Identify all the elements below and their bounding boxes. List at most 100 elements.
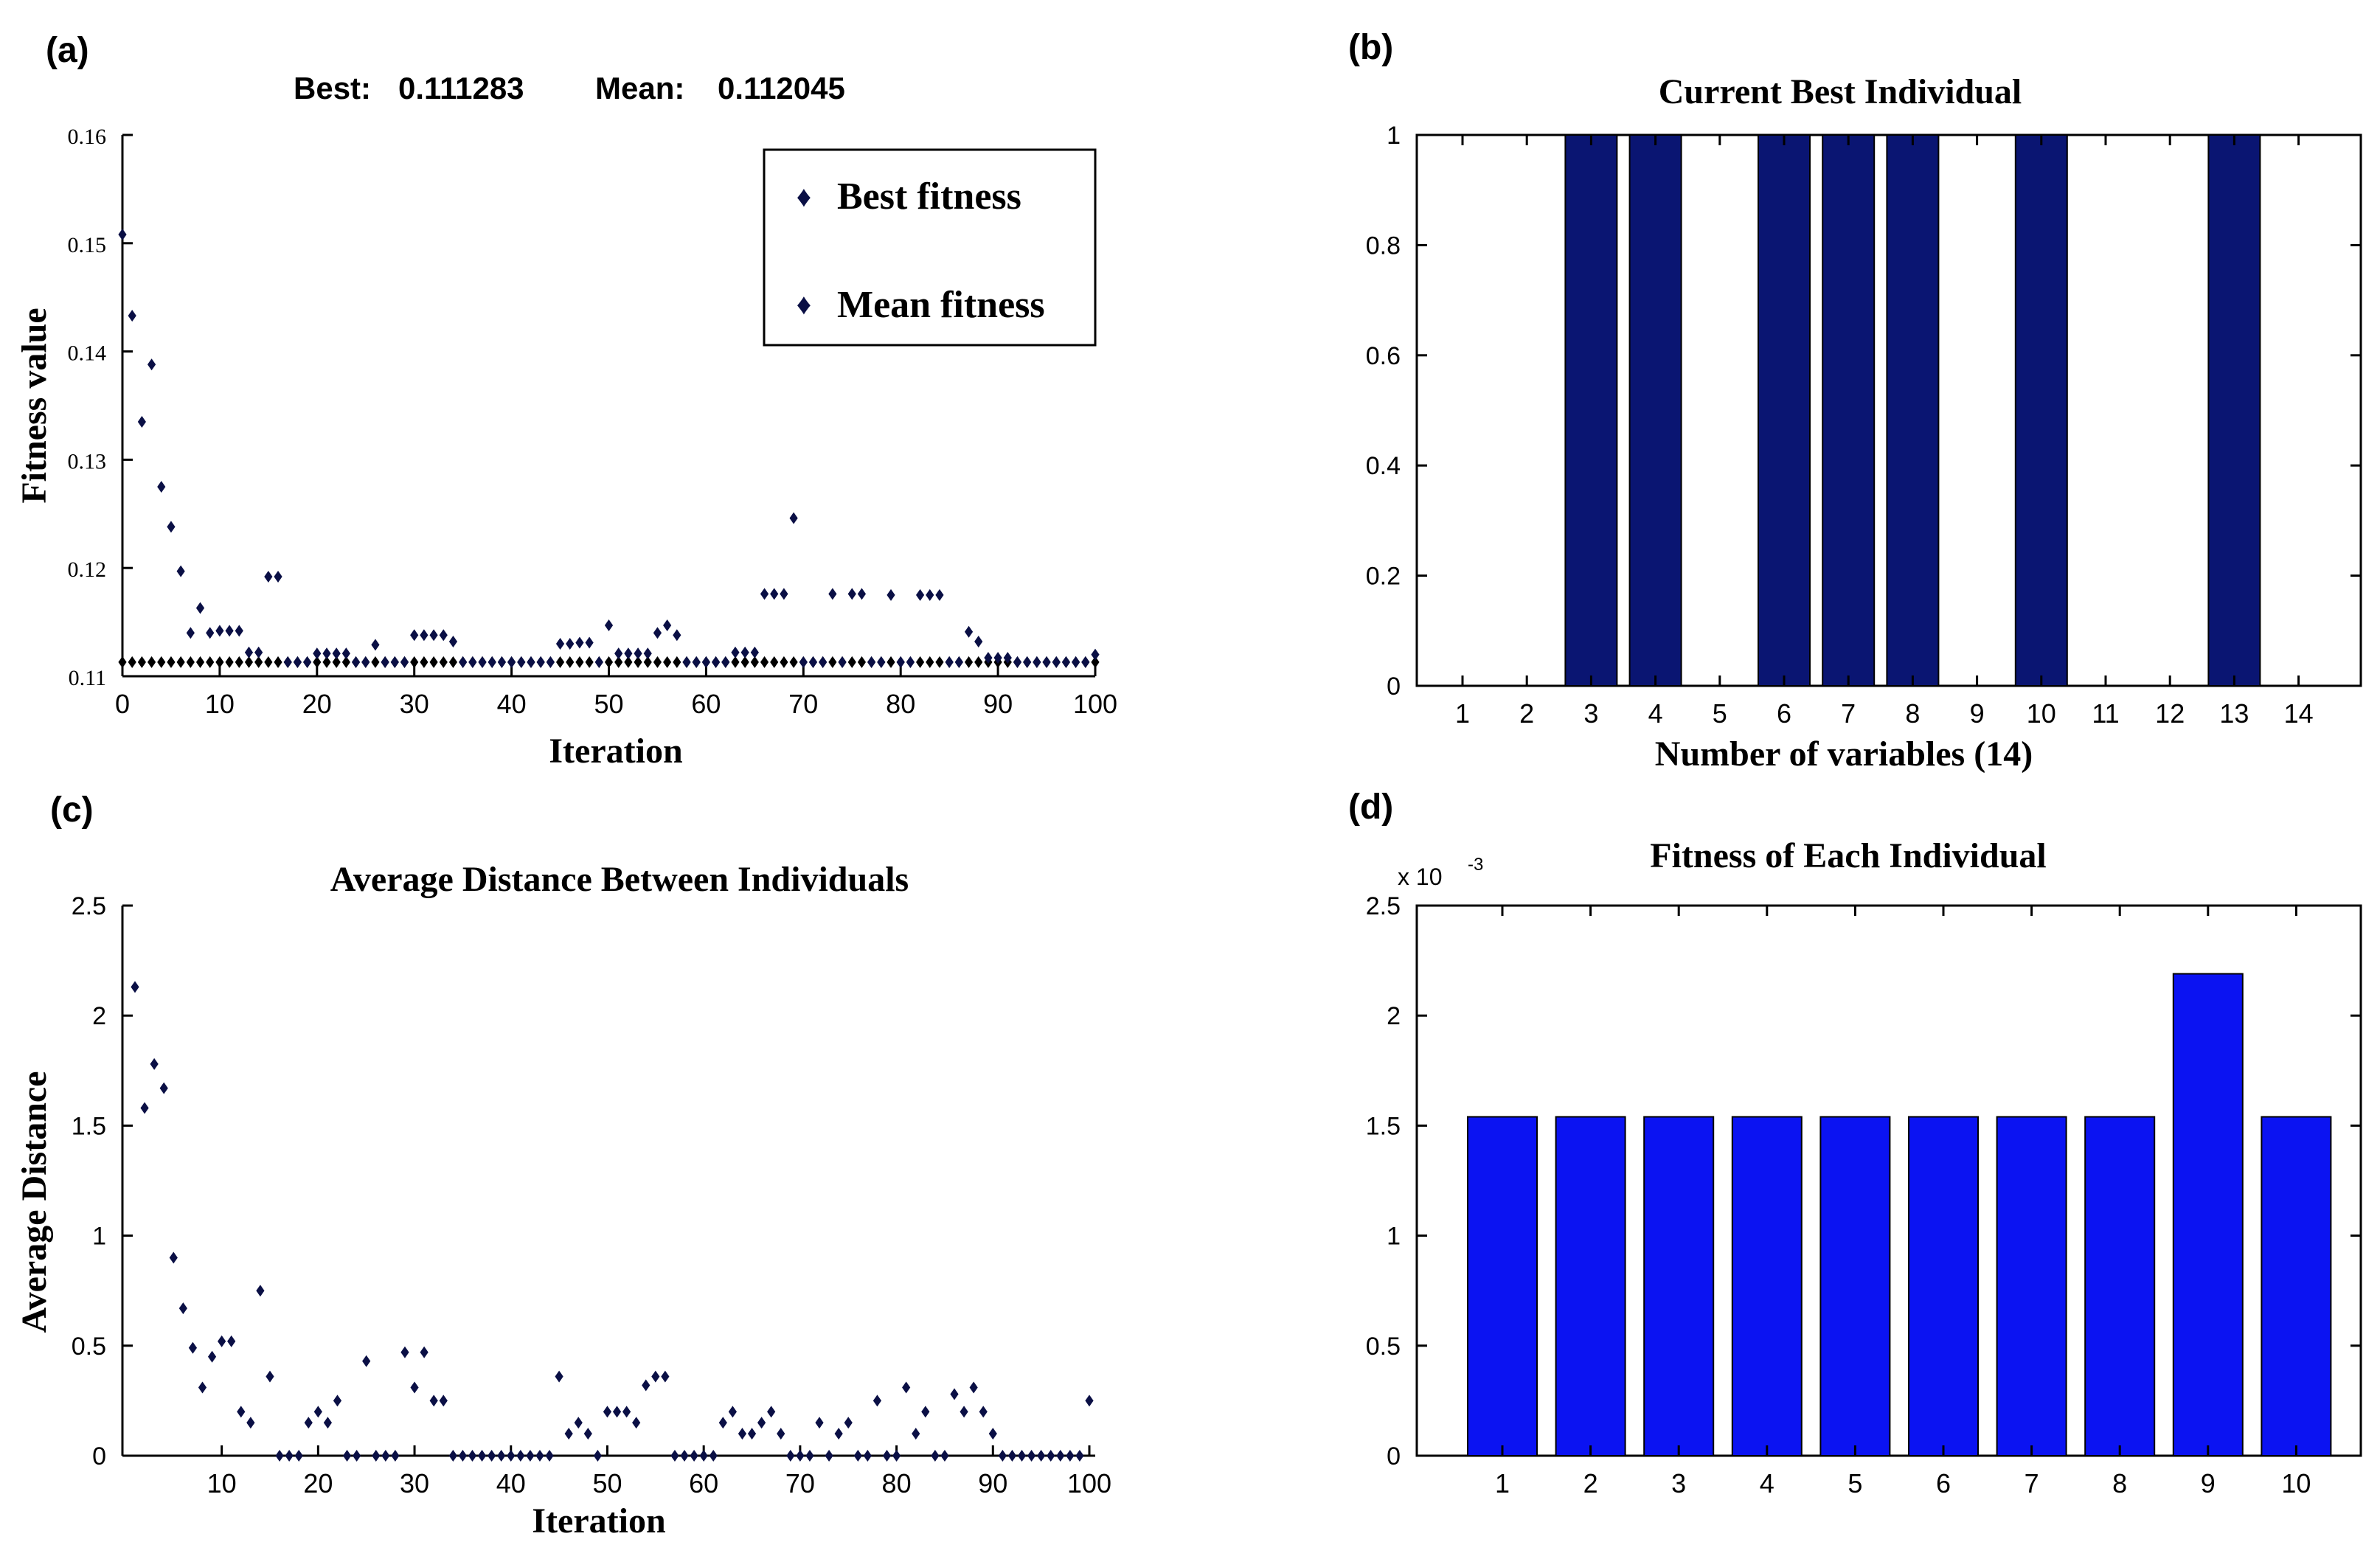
best-fitness-point [770,656,779,668]
panel-c-ytick-label: 1.5 [72,1112,106,1140]
average-distance-point [1066,1450,1075,1462]
average-distance-point [140,1102,149,1114]
mean-fitness-point [390,656,399,668]
best-fitness-point [915,656,925,668]
mean-fitness-point [225,625,234,637]
panel-c-xtick-label: 80 [882,1468,912,1498]
mean-fitness-point [283,656,292,668]
mean-fitness-point [517,656,526,668]
panel-a-xtick-label: 60 [691,689,721,719]
best-fitness-point [887,656,895,668]
panel-d-ytick-label: 0.5 [1366,1333,1401,1361]
panel-b-xtick-label: 2 [1519,698,1534,729]
panel-b-xtick-label: 1 [1455,698,1470,729]
average-distance-point [1075,1450,1084,1462]
mean-fitness-point [1052,656,1061,668]
best-fitness-point [634,656,642,668]
mean-fitness-point [351,656,361,668]
average-distance-point [285,1450,294,1462]
panel-b-label: (b) [1348,28,1393,67]
panel-c-average-distance: (c) Average Distance Between Individuals… [15,791,1111,1541]
panel-a-xtick-label: 10 [205,689,235,719]
mean-fitness-point [614,647,623,660]
mean-fitness-point [128,310,136,322]
best-fitness-point [429,656,438,668]
average-distance-point [198,1381,207,1394]
panel-d-bar-9 [2172,973,2244,1456]
mean-fitness-point [808,656,818,668]
mean-fitness-point [274,570,282,583]
best-fitness-point [206,656,215,668]
mean-fitness-point [799,656,808,668]
best-fitness-point [653,656,662,668]
average-distance-point [323,1417,333,1429]
best-fitness-point [566,656,575,668]
panel-d-title: Fitness of Each Individual [1650,836,2046,875]
mean-fitness-point [507,656,516,668]
best-fitness-point [322,656,331,668]
mean-fitness-point [293,656,302,668]
panel-a-legend-box [763,148,1097,347]
best-fitness-point [128,656,136,668]
average-distance-point [1017,1450,1027,1462]
panel-a-ytick-label: 0.15 [68,233,107,257]
average-distance-point [960,1406,968,1418]
mean-fitness-point [838,656,847,668]
mean-fitness-point [1013,656,1022,668]
average-distance-point [178,1302,187,1315]
mean-fitness-point [137,416,146,428]
best-fitness-point [935,656,944,668]
mean-fitness-point [585,636,594,649]
average-distance-point [796,1450,805,1462]
panel-b-bar-10 [2014,134,2068,687]
best-fitness-point [624,656,633,668]
best-fitness-point [964,656,974,668]
panel-c-ytick-label: 2 [92,1002,106,1030]
legend-best-marker: ♦ [797,180,811,213]
panel-c-ytick-label: 0 [92,1442,106,1470]
mean-fitness-point [536,656,545,668]
best-fitness-point [274,656,282,668]
average-distance-point [777,1428,785,1440]
average-distance-point [998,1450,1007,1462]
average-distance-point [815,1417,824,1429]
legend-mean-label: Mean fitness [837,284,1045,326]
best-fitness-point [244,656,254,668]
mean-fitness-point [195,602,205,614]
best-fitness-point [118,656,127,668]
mean-fitness-point [1072,656,1080,668]
average-distance-point [159,1082,168,1094]
best-fitness-point [167,656,176,668]
panel-a-ytick-label: 0.13 [68,449,107,473]
mean-fitness-point [867,656,876,668]
mean-fitness-point [594,656,603,668]
best-fitness-point [789,656,798,668]
mean-fitness-point [887,588,895,601]
panel-b-ytick-label: 0.2 [1366,563,1401,591]
mean-fitness-point [643,647,652,660]
mean-fitness-point [926,588,934,601]
panel-b-xtick-label: 11 [2092,698,2119,729]
panel-a-ylabel: Fitness value [15,308,54,503]
panel-d-bar-4 [1731,1116,1803,1456]
mean-fitness-point [634,647,642,660]
panel-d-label: (d) [1348,788,1393,827]
average-distance-point [651,1370,660,1383]
mean-fitness-point [546,656,555,668]
legend-best-label: Best fitness [837,176,1021,218]
average-distance-point [603,1406,612,1418]
mean-fitness-point [1033,656,1041,668]
mean-fitness-point [420,629,429,642]
mean-fitness-point [1081,656,1090,668]
average-distance-point [931,1450,940,1462]
mean-fitness-point [964,625,974,638]
mean-fitness-point [721,656,730,668]
panel-b-xtick-label: 10 [2027,698,2056,729]
panel-d-ytick-label: 1.5 [1366,1112,1401,1140]
panel-d-bar-10 [2261,1116,2332,1456]
mean-fitness-point [819,656,828,668]
panel-d-xtick-label: 8 [2112,1468,2127,1498]
best-fitness-point [760,656,769,668]
average-distance-point [1007,1450,1017,1462]
